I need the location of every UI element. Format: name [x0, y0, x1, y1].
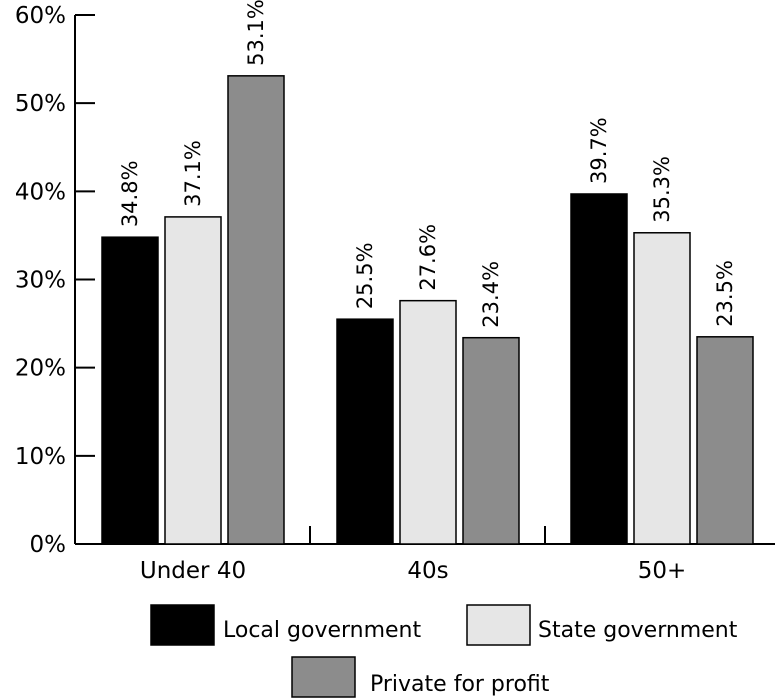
data-label: 27.6% [416, 224, 440, 291]
y-tick-label: 20% [15, 356, 66, 382]
legend-swatch [466, 604, 531, 646]
legend-label: Private for profit [370, 672, 550, 697]
y-tick-label: 50% [15, 91, 66, 117]
bars [101, 75, 754, 545]
y-axis: 0% 10% 20% 30% 40% 50% 60% [15, 3, 95, 558]
y-tick-label: 30% [15, 268, 66, 294]
bar-local-government [336, 318, 394, 545]
bar-private-for-profit [227, 75, 285, 545]
bar-private-for-profit [462, 336, 520, 545]
data-label: 25.5% [353, 242, 377, 309]
y-tick-label: 60% [15, 3, 66, 29]
bar-private-for-profit [696, 336, 754, 545]
data-labels: 34.8% 25.5% 39.7% 37.1% 27.6% 35.3% 53.1% 23.4%… [118, 0, 737, 328]
data-label: 39.7% [587, 117, 611, 184]
data-label: 23.5% [713, 260, 737, 327]
data-label: 53.1% [244, 0, 268, 66]
y-tick-label: 0% [30, 532, 67, 558]
bar-state-government [399, 299, 457, 545]
legend-label: State government [538, 618, 738, 643]
bar-state-government [633, 232, 691, 545]
legend: Local government State government Private … [150, 604, 738, 698]
y-tick-label: 10% [15, 444, 66, 470]
x-tick-label: 50+ [638, 558, 687, 584]
bar-local-government [101, 236, 159, 545]
data-label: 23.4% [479, 261, 503, 328]
y-tick-label: 40% [15, 179, 66, 205]
legend-swatch [150, 604, 215, 646]
bar-local-government [570, 193, 628, 545]
legend-label: Local government [223, 618, 422, 643]
legend-swatch [291, 656, 356, 698]
x-tick-label: Under 40 [140, 558, 246, 584]
data-label: 35.3% [650, 156, 674, 223]
data-label: 34.8% [118, 160, 142, 227]
x-tick-label: 40s [407, 558, 448, 584]
data-label: 37.1% [181, 140, 205, 207]
bar-state-government [164, 216, 222, 545]
